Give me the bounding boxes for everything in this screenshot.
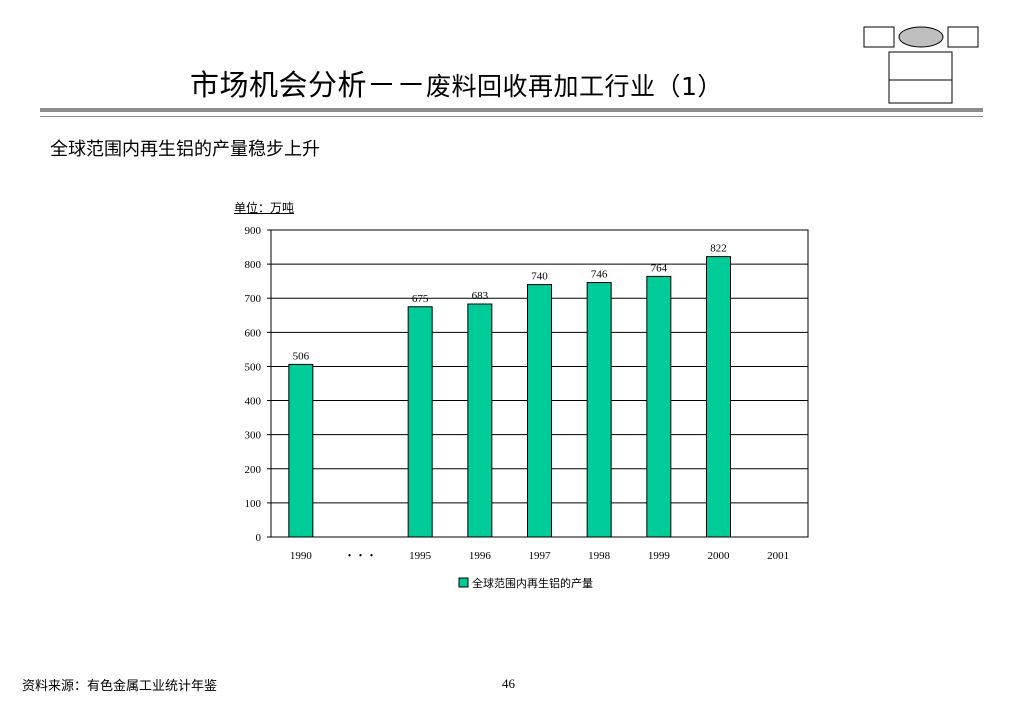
x-tick-label: 2000 (708, 550, 731, 562)
data-label: 764 (651, 262, 668, 274)
header-rule-thin (40, 116, 983, 117)
title-main: 市场机会分析－－ (190, 68, 427, 102)
bar (527, 284, 552, 538)
y-tick-label: 100 (245, 498, 262, 510)
x-tick-label: 1999 (648, 550, 671, 562)
data-label: 740 (531, 271, 548, 283)
y-tick-label: 600 (245, 327, 262, 339)
y-tick-label: 0 (256, 532, 262, 544)
bar (646, 275, 672, 538)
x-tick-label: ・・・ (344, 550, 377, 562)
x-tick-label: 1998 (588, 550, 611, 562)
data-label: 683 (472, 290, 489, 302)
bar (586, 282, 612, 538)
data-label: 506 (293, 350, 310, 362)
legend-swatch (458, 577, 469, 588)
title-sub: 废料回收再加工行业（1） (426, 72, 723, 101)
x-tick-label: 1997 (529, 550, 552, 562)
y-tick-label: 200 (245, 464, 262, 476)
source-note: 资料来源：有色金属工业统计年鉴 (22, 679, 218, 694)
unit-label: 单位：万吨 (234, 201, 295, 215)
y-tick-label: 800 (245, 259, 262, 271)
data-label: 746 (591, 269, 608, 281)
data-label: 675 (412, 293, 429, 305)
y-tick-label: 900 (245, 225, 262, 237)
x-tick-label: 2001 (767, 550, 789, 562)
y-tick-label: 500 (245, 361, 262, 373)
page-number: 46 (502, 676, 515, 691)
page-title: 市场机会分析－－废料回收再加工行业（1） (190, 62, 723, 104)
data-label: 822 (710, 243, 727, 255)
logo-icon (863, 26, 979, 104)
bar (706, 256, 731, 538)
x-tick-label: 1990 (290, 550, 313, 562)
y-tick-label: 300 (245, 430, 262, 442)
bar (407, 306, 433, 538)
header-rule (40, 108, 983, 112)
x-tick-label: 1995 (409, 550, 432, 562)
x-tick-label: 1996 (469, 550, 492, 562)
y-tick-label: 700 (245, 293, 262, 305)
slide-subtitle: 全球范围内再生铝的产量稳步上升 (50, 139, 320, 160)
y-tick-label: 400 (245, 396, 262, 408)
bar (288, 363, 314, 538)
bar (467, 303, 493, 538)
legend-label: 全球范围内再生铝的产量 (472, 576, 593, 590)
